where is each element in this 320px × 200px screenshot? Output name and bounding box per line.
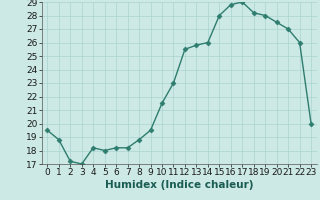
X-axis label: Humidex (Indice chaleur): Humidex (Indice chaleur) [105, 180, 253, 190]
